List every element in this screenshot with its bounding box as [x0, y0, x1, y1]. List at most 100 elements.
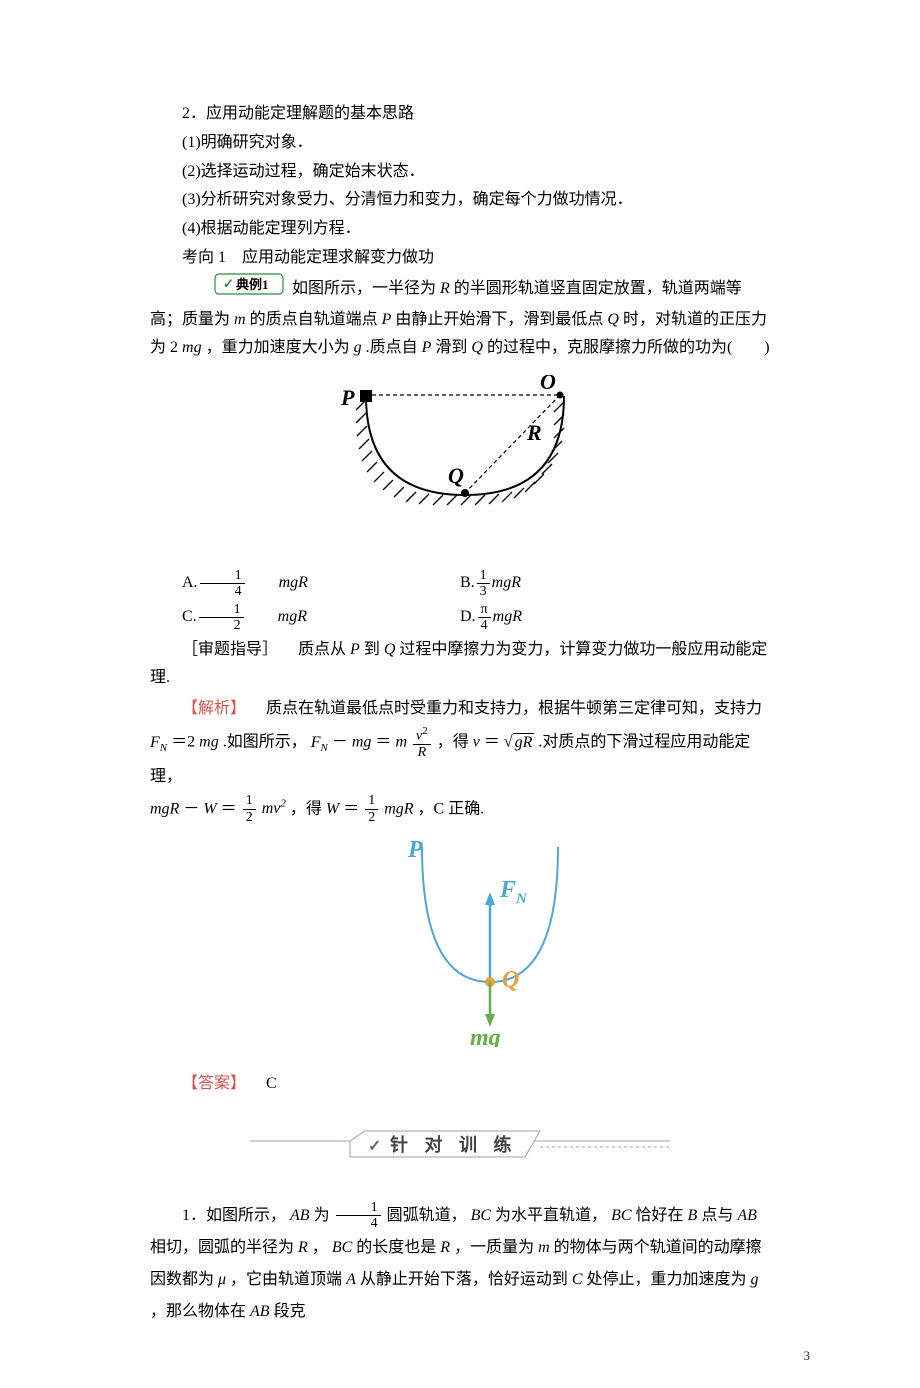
p1-prefix: 1．如图所示，: [182, 1207, 286, 1224]
section-subheading: 考向 1 应用动能定理求解变力做功: [150, 244, 770, 273]
example-text-3: 的质点自轨道端点: [250, 311, 378, 328]
figure-2-svg: P FN Q mg: [360, 837, 560, 1047]
hint: ［审题指导］ 质点从 P 到 Q 过程中摩擦力为变力，计算变力做功一般应用动能定…: [150, 636, 770, 694]
svg-text:P: P: [407, 837, 423, 863]
analysis-l2-mid: .如图所示，: [223, 734, 307, 751]
analysis-l2-pre: ＝2: [171, 734, 195, 751]
analysis-m: m: [395, 734, 407, 751]
hint-text-2: 到: [364, 641, 380, 658]
p1-t2: 圆弧轨道，: [387, 1207, 467, 1224]
option-C: C. 12 mgR: [150, 602, 460, 634]
analysis-FN-2: FN: [311, 734, 328, 751]
analysis-fraction-v2R: v2 R: [413, 725, 431, 760]
analysis-v: v: [473, 734, 480, 751]
p1-fraction: 14: [336, 1200, 381, 1232]
analysis-v-eq: ＝: [484, 734, 500, 751]
svg-text:典例1: 典例1: [236, 277, 269, 292]
svg-text:O: O: [540, 375, 556, 394]
example-text-6: ，重力加速度大小为: [206, 339, 350, 356]
section-item-4: (4)根据动能定理列方程．: [150, 215, 770, 244]
p1-t6: 相切，圆弧的半径为: [150, 1239, 294, 1256]
hint-label: ［审题指导］: [182, 641, 278, 658]
analysis-l3-pre: －: [183, 800, 199, 817]
analysis-mgR: mgR: [150, 800, 179, 817]
p1-t15: 段克: [274, 1303, 306, 1320]
section-item-1: (1)明确研究对象．: [150, 129, 770, 158]
example-problem: ✓ 典例1 如图所示，一半径为 R 的半圆形轨道竖直固定放置，轨道两端等高；质量…: [150, 273, 770, 363]
analysis-line-1: 【解析】 质点在轨道最低点时受重力和支持力，根据牛顿第三定律可知，支持力: [150, 693, 770, 725]
option-D: D. π4 mgR: [460, 602, 770, 634]
example-mg: mg: [182, 339, 202, 356]
example-text-8: 滑到: [435, 339, 467, 356]
analysis-mg-1: mg: [199, 734, 219, 751]
option-B-var: mgR: [492, 569, 521, 598]
answer-label: 【答案】: [182, 1075, 246, 1092]
example-text-1: 如图所示，一半径为: [292, 280, 436, 297]
section-heading: 2．应用动能定理解题的基本思路: [150, 100, 770, 129]
option-A: A. 14 mgR: [150, 568, 460, 600]
p1-BC-3: BC: [332, 1239, 352, 1256]
p1-t12: 从静止开始下落，恰好运动到: [360, 1271, 568, 1288]
option-D-prefix: D.: [460, 603, 476, 632]
option-C-prefix: C.: [150, 603, 197, 632]
p1-C: C: [572, 1271, 583, 1288]
analysis-W-2: W: [326, 800, 339, 817]
figure-1: P O R Q: [150, 375, 770, 556]
svg-text:FN: FN: [499, 877, 528, 907]
p1-g: g: [751, 1271, 759, 1288]
option-A-var: mgR: [247, 569, 308, 598]
p1-t11: ，它由轨道顶端: [230, 1271, 342, 1288]
hint-P: P: [350, 641, 360, 658]
analysis-mg-2: mg: [352, 734, 372, 751]
example-P2: P: [422, 339, 432, 356]
p1-t14: ，那么物体在: [150, 1303, 246, 1320]
option-D-fraction: π4: [478, 602, 491, 634]
option-C-fraction: 12: [199, 602, 244, 634]
figure-2: P FN Q mg: [150, 837, 770, 1058]
answer-value: C: [250, 1075, 277, 1092]
analysis-mv2: mv2: [262, 800, 286, 817]
analysis-sqrt: √gR: [504, 733, 535, 751]
p1-BC-2: BC: [611, 1207, 631, 1224]
option-B-prefix: B.: [460, 569, 475, 598]
p1-AB-1: AB: [290, 1207, 310, 1224]
analysis-label: 【解析】: [182, 700, 246, 717]
hint-Q: Q: [384, 641, 396, 658]
analysis-l2-after: ，得: [437, 734, 469, 751]
section-item-3: (3)分析研究对象受力、分清恒力和变力，确定每个力做功情况．: [150, 186, 770, 215]
analysis-text-1: 质点在轨道最低点时受重力和支持力，根据牛顿第三定律可知，支持力: [250, 700, 762, 717]
practice-banner-svg: ✓ 针 对 训 练: [250, 1129, 670, 1169]
option-A-fraction: 14: [200, 568, 245, 600]
example-tag-svg: ✓ 典例1: [214, 273, 284, 295]
option-B: B. 13 mgR: [460, 568, 770, 600]
analysis-l2-eq2: ＝: [375, 734, 391, 751]
example-tag: ✓ 典例1: [182, 273, 284, 306]
svg-text:Q: Q: [502, 967, 519, 993]
p1-t3: 为水平直轨道，: [495, 1207, 607, 1224]
example-text-7: .质点自: [366, 339, 418, 356]
example-Q2: Q: [471, 339, 483, 356]
p1-BC-1: BC: [471, 1207, 491, 1224]
svg-text:Q: Q: [448, 463, 464, 488]
option-A-prefix: A.: [150, 569, 198, 598]
section-item-2: (2)选择运动过程，确定始末状态．: [150, 158, 770, 187]
p1-R-2: R: [440, 1239, 450, 1256]
p1-t7: ，: [312, 1239, 328, 1256]
option-B-fraction: 13: [477, 568, 490, 600]
option-D-var: mgR: [493, 603, 522, 632]
analysis-FN-1: FN: [150, 734, 167, 751]
p1-t13: 处停止，重力加速度为: [587, 1271, 747, 1288]
analysis-l3-eq: ＝: [221, 800, 237, 817]
p1-t9: ，一质量为: [454, 1239, 534, 1256]
example-text-4: 由静止开始滑下，滑到最低点: [395, 311, 603, 328]
example-R: R: [440, 280, 450, 297]
p1-t1: 为: [314, 1207, 330, 1224]
page-number: 3: [804, 1344, 811, 1367]
analysis-l3-end: ，C 正确.: [418, 800, 485, 817]
analysis-line-2: FN ＝2 mg .如图所示， FN － mg ＝ m v2 R ，得 v ＝ …: [150, 725, 770, 792]
analysis-mgR-2: mgR: [384, 800, 413, 817]
analysis-line-3: mgR － W ＝ 12 mv2 ，得 W ＝ 12 mgR ，C 正确.: [150, 793, 770, 826]
p1-mu: μ: [218, 1271, 226, 1288]
p1-t4: 恰好在: [636, 1207, 684, 1224]
p1-t8: 的长度也是: [356, 1239, 436, 1256]
